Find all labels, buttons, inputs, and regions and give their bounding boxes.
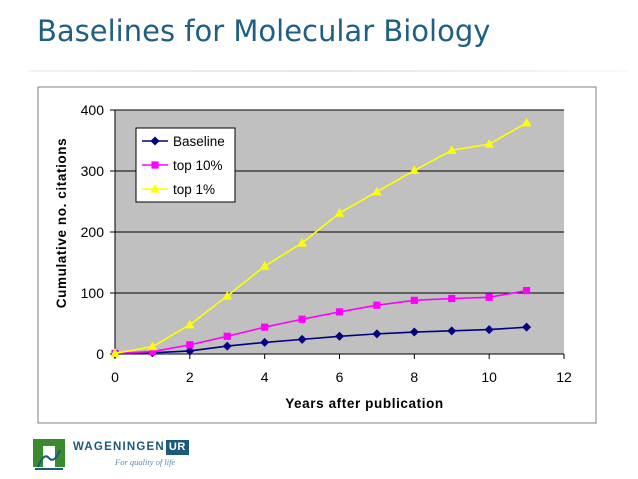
legend: Baseline top 10% top 1% xyxy=(135,127,236,203)
data-point-baseline xyxy=(484,325,494,335)
y-tick-label: 200 xyxy=(81,224,105,240)
data-point-top-10 xyxy=(485,293,493,301)
x-tick-label: 12 xyxy=(556,369,572,385)
x-tick-label: 10 xyxy=(481,369,497,385)
wageningen-mark-icon xyxy=(33,439,65,470)
x-tick-label: 2 xyxy=(186,369,194,385)
data-point-top-10 xyxy=(335,308,344,316)
series-line-baseline xyxy=(114,326,527,355)
logo-wordmark-text: WAGENINGEN xyxy=(73,441,165,453)
wageningen-logo: WAGENINGEN UR For quality of life xyxy=(31,436,201,472)
y-tick-label: 100 xyxy=(81,285,105,301)
data-point-baseline xyxy=(260,337,270,347)
x-tick-label: 0 xyxy=(111,369,119,385)
legend-label: Baseline xyxy=(173,134,225,149)
legend-item-top-1: top 1% xyxy=(142,182,215,197)
data-point-top-10 xyxy=(373,301,381,309)
data-point-top-1 xyxy=(297,237,307,247)
data-point-baseline xyxy=(335,331,344,341)
data-point-top-1 xyxy=(222,291,233,300)
data-point-baseline xyxy=(447,326,457,336)
x-axis-label: Years after publication xyxy=(285,396,444,411)
legend-swatch-marker xyxy=(150,184,160,193)
data-point-top-10 xyxy=(448,294,456,303)
data-point-baseline xyxy=(372,329,382,339)
x-tick-label: 6 xyxy=(336,369,344,385)
x-tick-label: 4 xyxy=(261,369,269,385)
slide-title: Baselines for Molecular Biology xyxy=(37,14,491,48)
x-tick-labels: 0 2 4 6 8 10 12 xyxy=(111,369,572,385)
data-point-top-1 xyxy=(334,208,345,217)
y-tick-labels: 0 100 200 300 400 xyxy=(81,102,105,362)
data-point-baseline xyxy=(522,322,532,332)
data-point-top-1 xyxy=(259,261,270,270)
y-axis-label: Cumulative no. citations xyxy=(54,138,69,308)
x-tick-label: 8 xyxy=(410,369,418,385)
data-point-top-10 xyxy=(148,347,157,356)
legend-label: top 10% xyxy=(173,158,223,173)
series-top-10 xyxy=(111,286,531,357)
data-point-top-10 xyxy=(298,315,306,323)
y-tick-label: 300 xyxy=(81,163,105,179)
data-point-baseline xyxy=(297,334,307,344)
data-point-top-1 xyxy=(409,165,420,174)
data-point-top-1 xyxy=(110,348,120,357)
series-group xyxy=(110,117,532,359)
legend-swatch-marker xyxy=(150,136,160,146)
legend-swatch-marker xyxy=(151,161,159,169)
legend-item-top-10: top 10% xyxy=(142,158,223,173)
data-point-top-1 xyxy=(446,145,457,154)
logo-tagline: For quality of life xyxy=(115,457,176,467)
title-divider xyxy=(28,70,628,72)
data-point-top-1 xyxy=(521,117,532,127)
data-point-top-1 xyxy=(147,341,158,351)
data-point-top-1 xyxy=(372,186,382,196)
data-point-baseline xyxy=(222,341,232,351)
legend-label: top 1% xyxy=(173,182,215,197)
data-point-top-10 xyxy=(261,323,269,331)
data-point-top-10 xyxy=(186,341,194,349)
data-point-baseline xyxy=(409,327,419,337)
series-top-1 xyxy=(110,117,532,357)
logo-wordmark: WAGENINGEN UR xyxy=(73,439,189,455)
data-point-top-1 xyxy=(185,319,195,329)
y-tick-label: 400 xyxy=(81,102,105,118)
logo-wordmark-suffix: UR xyxy=(165,439,189,455)
data-point-top-10 xyxy=(223,332,231,340)
data-point-baseline xyxy=(185,346,195,356)
y-tick-label: 0 xyxy=(96,346,104,362)
data-point-top-10 xyxy=(410,296,418,304)
data-point-top-1 xyxy=(484,139,494,148)
data-point-top-10 xyxy=(522,286,531,295)
series-line-top-1 xyxy=(114,122,527,355)
series-line-top-10 xyxy=(114,289,527,355)
legend-item-baseline: Baseline xyxy=(142,134,225,149)
